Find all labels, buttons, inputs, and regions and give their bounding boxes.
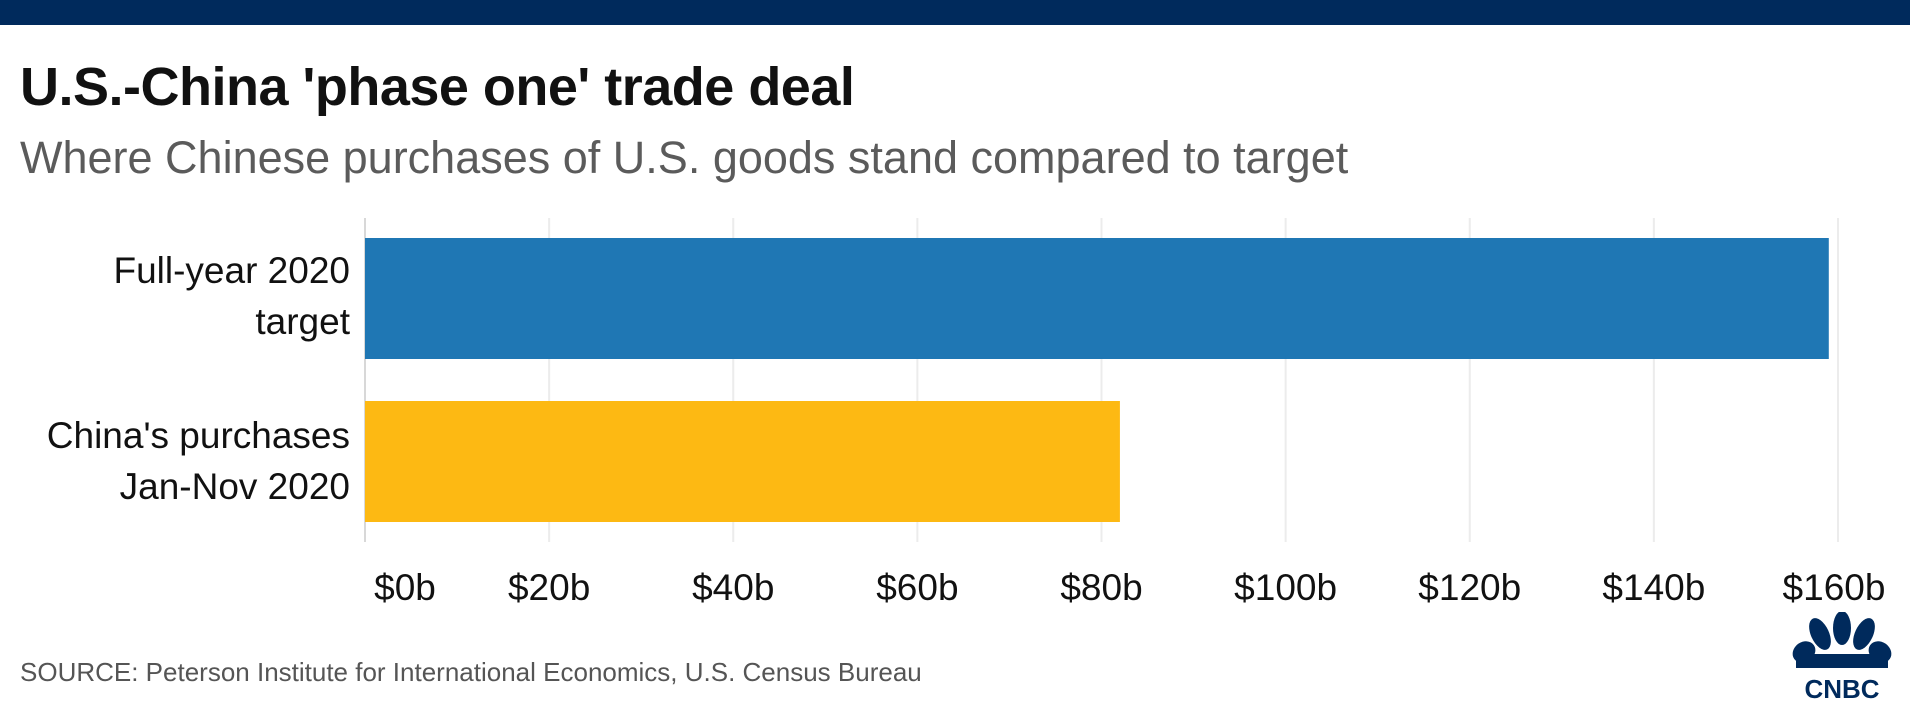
x-tick-label: $80b [1060, 567, 1142, 608]
x-tick-label: $120b [1418, 567, 1521, 608]
chart-subtitle: Where Chinese purchases of U.S. goods st… [20, 132, 1349, 183]
cnbc-peacock-logo: CNBC [1792, 612, 1892, 702]
category-label-target: Full-year 2020 target [0, 245, 350, 347]
category-label-line: target [255, 301, 350, 342]
x-tick-label: $60b [876, 567, 958, 608]
category-label-line: Jan-Nov 2020 [119, 466, 350, 507]
top-brand-bar [0, 0, 1910, 25]
category-label-line: Full-year 2020 [113, 250, 350, 291]
bar [365, 401, 1120, 522]
bar [365, 238, 1829, 359]
category-label-purchases: China's purchases Jan-Nov 2020 [0, 410, 350, 512]
chart-title: U.S.-China 'phase one' trade deal [20, 57, 855, 117]
category-label-line: China's purchases [46, 415, 350, 456]
x-tick-label: $100b [1234, 567, 1337, 608]
x-tick-label: $140b [1602, 567, 1705, 608]
x-tick-label: $20b [508, 567, 590, 608]
logo-text: CNBC [1804, 674, 1879, 702]
x-tick-label: $160b [1783, 567, 1886, 608]
x-tick-label: $0b [374, 567, 436, 608]
x-tick-label: $40b [692, 567, 774, 608]
source-note: SOURCE: Peterson Institute for Internati… [20, 657, 922, 687]
